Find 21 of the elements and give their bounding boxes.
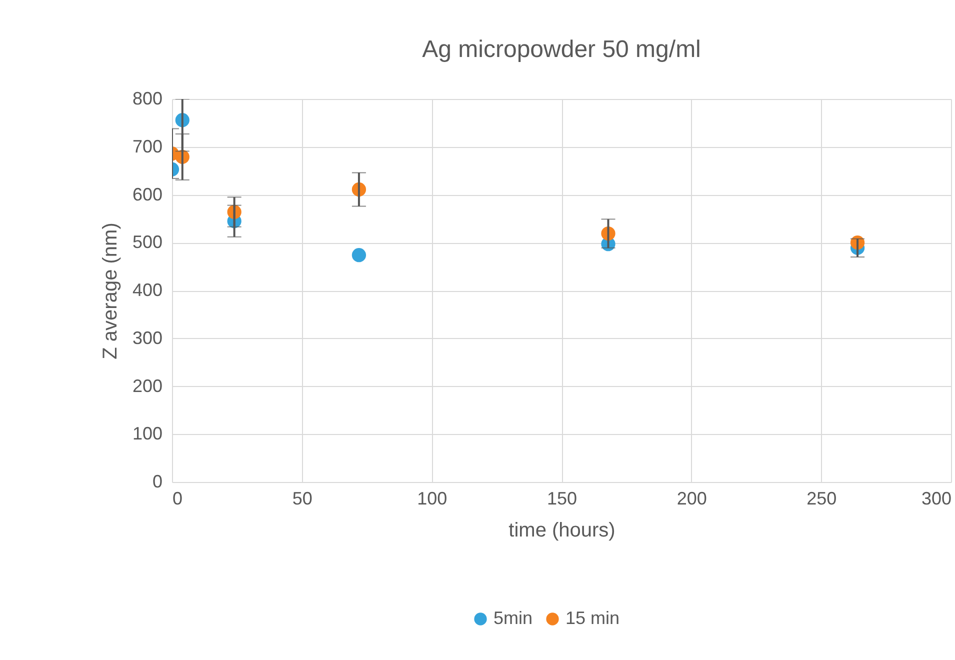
x-tick-label: 100 — [417, 488, 448, 508]
x-axis-title: time (hours) — [508, 520, 616, 542]
x-tick-label: 300 — [921, 488, 952, 508]
y-axis-title: Z average (nm) — [99, 222, 122, 360]
x-tick-label: 200 — [676, 488, 707, 508]
y-tick-label: 500 — [132, 232, 162, 252]
chart-title: Ag micropowder 50 mg/ml — [422, 36, 701, 63]
x-tick-label: 250 — [806, 488, 837, 508]
y-tick-label: 100 — [132, 424, 162, 444]
y-tick-label: 600 — [132, 184, 162, 204]
y-tick-label: 800 — [132, 88, 162, 108]
y-tick-label: 300 — [132, 328, 162, 348]
y-tick-label: 200 — [132, 376, 162, 396]
x-tick-label: 150 — [546, 488, 578, 508]
y-tick-label: 400 — [132, 280, 162, 300]
legend-label: 15 min — [566, 608, 620, 628]
legend-label: 5min — [494, 608, 533, 628]
x-tick-label: 0 — [172, 488, 183, 508]
x-tick-label: 50 — [292, 488, 312, 508]
y-tick-label: 700 — [132, 136, 162, 156]
y-tick-label: 0 — [152, 472, 162, 492]
